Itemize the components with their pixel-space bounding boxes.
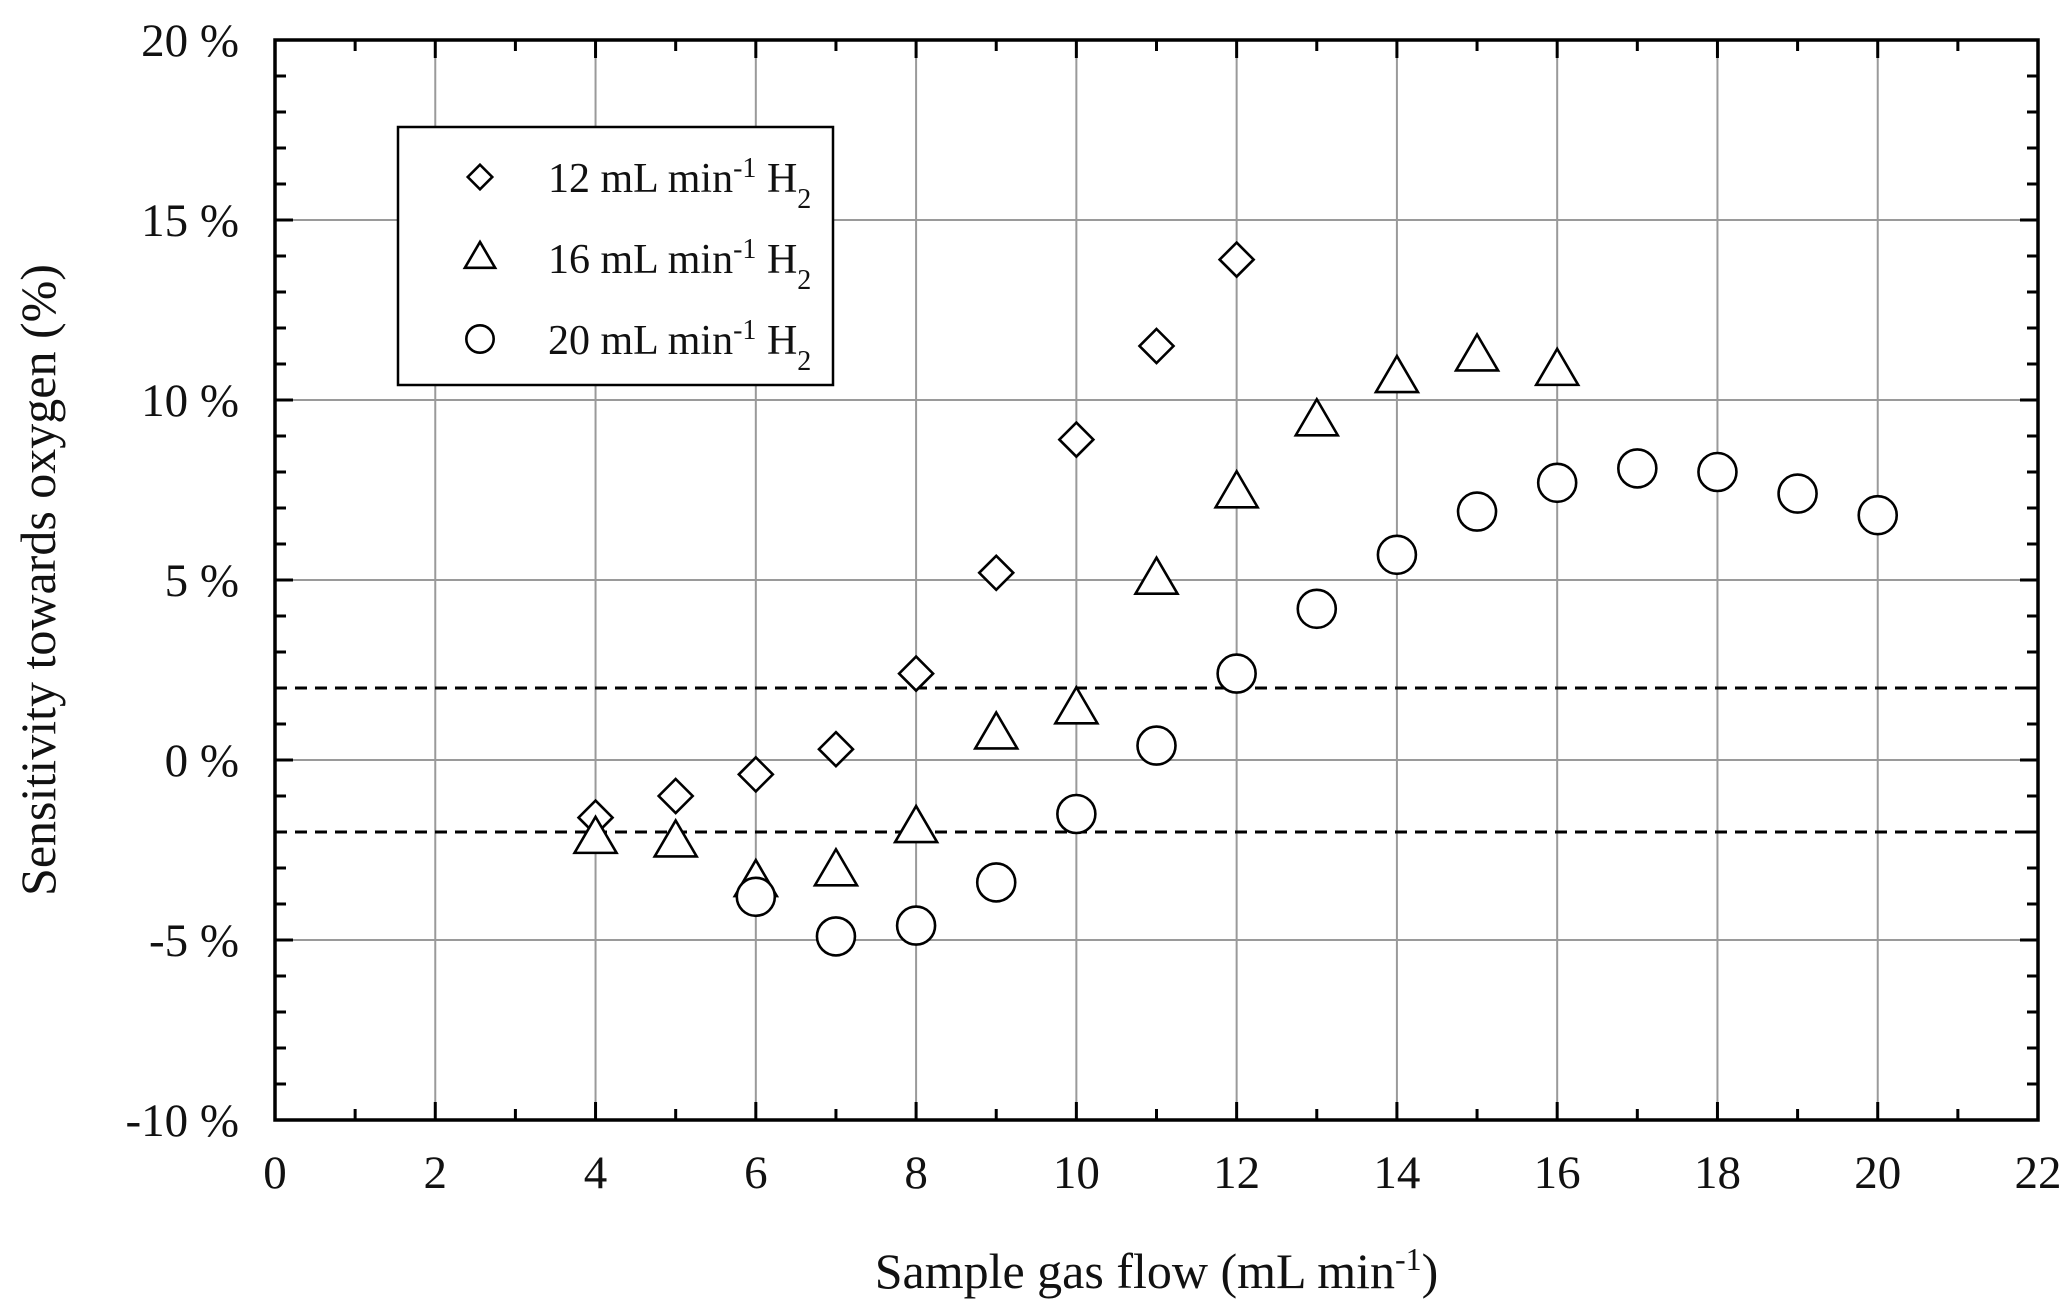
triangle-point (1453, 331, 1501, 372)
circle-point (1857, 494, 1899, 536)
legend-diamond-icon (465, 162, 495, 192)
y-tick-label: 15 % (141, 195, 239, 247)
x-tick-label: 12 (1213, 1147, 1260, 1199)
triangle-point (1133, 555, 1180, 595)
diamond-point (656, 777, 695, 815)
x-tick-label: 16 (1534, 1147, 1581, 1199)
circle-point (1777, 473, 1818, 514)
triangle-point (812, 846, 860, 887)
legend-item: 16 mL min-1 H2 (462, 234, 811, 296)
diamond-point (1217, 240, 1256, 279)
y-axis-title: Sensitivity towards oxygen (%) (10, 264, 66, 896)
series-triangle (572, 331, 1581, 898)
legend-label: 20 mL min-1 H2 (548, 315, 811, 377)
series-diamond (576, 240, 1256, 837)
triangle-point (972, 709, 1020, 750)
circle-point (735, 876, 777, 918)
x-tick-label: 8 (904, 1147, 928, 1199)
legend-circle-icon (465, 324, 495, 354)
triangle-point (1213, 468, 1260, 509)
diamond-point (897, 654, 935, 693)
x-tick-label: 20 (1854, 1147, 1901, 1199)
y-tick-label: 5 % (165, 555, 239, 607)
triangle-point (1293, 396, 1341, 437)
axis-titles: Sample gas flow (mL min-1) Sensitivity t… (10, 264, 1438, 1299)
diamond-point (1057, 420, 1096, 459)
x-tick-label: 18 (1694, 1147, 1741, 1199)
plot-frame (273, 38, 2040, 1122)
tick-labels: 0 2 4 6 8 10 12 14 16 18 20 22 -10 % -5 % 0 % 5 % 10 % 15… (125, 15, 2061, 1199)
circle-point (815, 916, 857, 957)
circle-point (1456, 491, 1498, 532)
diamond-point (817, 730, 855, 769)
triangle-point (652, 817, 699, 858)
circle-point (1617, 448, 1658, 489)
triangle-point (572, 814, 619, 855)
series-circle (735, 448, 1899, 957)
legend-item: 20 mL min-1 H2 (465, 315, 811, 377)
circle-point (975, 862, 1017, 903)
y-tick-label: -5 % (149, 915, 239, 967)
y-tick-label: -10 % (125, 1095, 239, 1147)
x-tick-label: 2 (424, 1147, 448, 1199)
x-tick-label: 6 (744, 1147, 768, 1199)
x-tick-label: 0 (263, 1147, 287, 1199)
legend-triangle-icon (462, 239, 498, 270)
data-points (572, 240, 1899, 957)
y-tick-label: 0 % (165, 735, 239, 787)
circle-point (1697, 451, 1738, 493)
legend-label: 16 mL min-1 H2 (548, 234, 811, 296)
circle-point (1376, 534, 1418, 576)
x-tick-label: 10 (1053, 1147, 1100, 1199)
y-tick-label: 20 % (141, 15, 239, 67)
triangle-point (892, 803, 940, 844)
x-axis-title: Sample gas flow (mL min-1) (875, 1241, 1439, 1299)
circle-point (1536, 462, 1578, 504)
legend: 12 mL min-1 H2 16 mL min-1 H2 20 mL min-1 … (396, 125, 835, 387)
triangle-point (1053, 684, 1100, 725)
x-tick-label: 22 (2015, 1147, 2062, 1199)
triangle-point (1373, 353, 1421, 394)
x-tick-label: 4 (584, 1147, 608, 1199)
diamond-point (736, 755, 775, 794)
circle-point (1296, 588, 1338, 630)
legend-label: 12 mL min-1 H2 (548, 153, 811, 215)
y-tick-label: 10 % (141, 375, 239, 427)
legend-item: 12 mL min-1 H2 (465, 153, 811, 215)
x-tick-label: 14 (1373, 1147, 1420, 1199)
diamond-point (1137, 327, 1176, 365)
circle-point (895, 905, 937, 946)
diamond-point (977, 553, 1016, 592)
reference-lines (275, 686, 2038, 834)
circle-point (1216, 653, 1257, 694)
circle-point (1056, 793, 1097, 835)
triangle-point (1533, 346, 1581, 387)
circle-point (1136, 725, 1177, 766)
